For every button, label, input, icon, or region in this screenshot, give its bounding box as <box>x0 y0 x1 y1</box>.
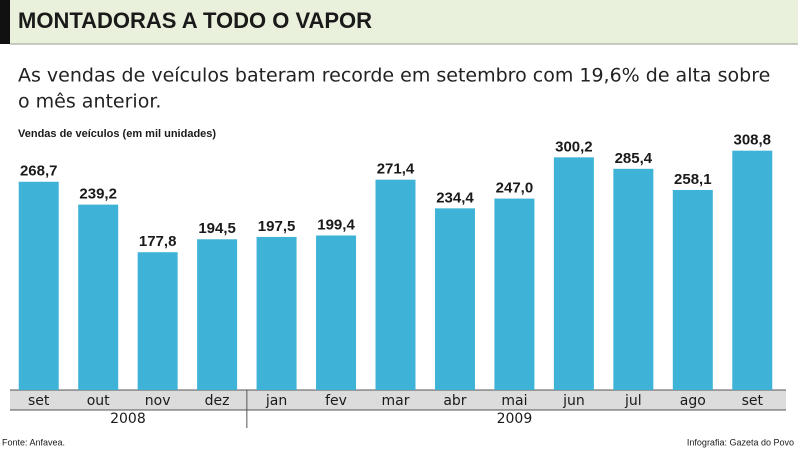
value-label: 247,0 <box>496 180 534 197</box>
value-label: 285,4 <box>615 150 653 167</box>
value-label: 300,2 <box>555 138 593 155</box>
bar <box>18 181 59 390</box>
source: Fonte: Anfavea. <box>2 437 65 447</box>
x-tick-label: mar <box>382 393 410 409</box>
category-band <box>10 390 786 410</box>
bar <box>732 150 773 390</box>
x-tick-label: jun <box>562 393 585 409</box>
x-tick-label: ago <box>680 393 706 409</box>
header-accent <box>0 0 10 44</box>
group-label: 2008 <box>110 411 146 427</box>
bar <box>316 235 357 390</box>
chart-title: MONTADORAS A TODO O VAPOR <box>18 8 372 33</box>
subtitle: o mês anterior. <box>18 91 161 113</box>
x-tick-label: out <box>87 393 110 409</box>
bar <box>137 252 178 390</box>
bar <box>613 168 654 390</box>
bar <box>375 179 416 390</box>
x-tick-label: abr <box>443 393 466 409</box>
bar <box>672 189 713 390</box>
header-band <box>0 0 798 44</box>
bar <box>434 208 475 390</box>
bar <box>256 236 297 390</box>
subtitle: As vendas de veículos bateram recorde em… <box>18 65 770 87</box>
value-label: 197,5 <box>258 218 296 235</box>
value-label: 199,4 <box>317 216 355 233</box>
x-tick-label: jan <box>265 393 287 409</box>
bar <box>78 204 119 390</box>
value-label: 194,5 <box>198 220 236 237</box>
y-axis-label: Vendas de veículos (em mil unidades) <box>18 128 216 140</box>
bar <box>197 239 238 390</box>
value-label: 308,8 <box>733 132 771 149</box>
x-tick-label: fev <box>325 393 347 409</box>
credit: Infografia: Gazeta do Povo <box>687 437 794 447</box>
value-label: 239,2 <box>79 186 117 203</box>
group-label: 2009 <box>497 411 533 427</box>
x-tick-label: set <box>28 393 50 409</box>
value-label: 271,4 <box>377 161 415 178</box>
bar <box>494 198 535 390</box>
x-tick-label: jul <box>624 393 642 409</box>
x-tick-label: set <box>742 393 764 409</box>
x-tick-label: mai <box>501 393 527 409</box>
value-label: 268,7 <box>20 163 58 180</box>
value-label: 234,4 <box>436 189 474 206</box>
value-label: 177,8 <box>139 233 177 250</box>
x-tick-label: dez <box>205 393 230 409</box>
value-label: 258,1 <box>674 171 712 188</box>
bar <box>553 157 594 390</box>
x-tick-label: nov <box>145 393 171 409</box>
